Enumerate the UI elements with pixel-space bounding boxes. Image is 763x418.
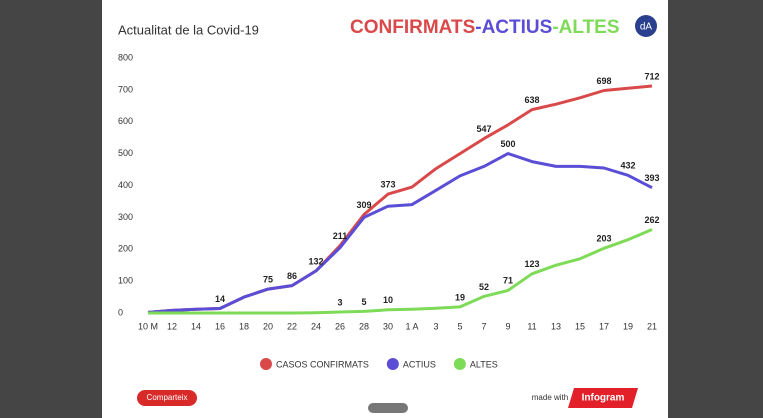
logo: dA — [640, 22, 653, 33]
x-tick-label: 22 — [287, 321, 297, 331]
chart-title: Actualitat de la Covid-19 — [118, 22, 259, 37]
data-label: 500 — [500, 139, 515, 149]
data-label: 3 — [337, 297, 342, 307]
data-label: 75 — [263, 274, 273, 284]
y-tick-label: 0 — [118, 307, 123, 317]
y-tick-label: 500 — [118, 148, 133, 158]
legend-swatch — [386, 358, 399, 370]
x-tick-label: 17 — [599, 321, 609, 331]
x-tick-label: 14 — [191, 321, 201, 331]
data-label: 698 — [596, 76, 611, 86]
data-label: 132 — [308, 256, 323, 266]
y-tick-label: 300 — [118, 212, 133, 222]
brand[interactable]: Infogram — [582, 393, 625, 404]
brand-badge[interactable] — [568, 388, 638, 408]
data-label: 10 — [383, 295, 393, 305]
x-tick-label: 12 — [167, 321, 177, 331]
heading-part: -ACTIUS — [475, 17, 552, 38]
y-tick-label: 600 — [118, 116, 133, 126]
y-tick-label: 700 — [118, 84, 133, 94]
x-tick-label: 20 — [263, 321, 273, 331]
data-label: 309 — [356, 200, 371, 210]
data-label: 52 — [479, 282, 489, 292]
series-line — [147, 152, 653, 314]
series-line — [148, 228, 653, 315]
x-tick-label: 1 A — [405, 321, 418, 331]
data-label: 71 — [503, 276, 513, 286]
data-label: 373 — [380, 179, 395, 189]
data-label: 712 — [644, 71, 659, 81]
x-tick-label: 7 — [481, 321, 486, 331]
x-tick-label: 18 — [239, 321, 249, 331]
data-label: 211 — [333, 231, 348, 241]
x-tick-label: 21 — [647, 321, 657, 331]
data-label: 393 — [644, 173, 659, 183]
x-tick-label: 5 — [457, 321, 462, 331]
x-tick-label: 19 — [623, 321, 633, 331]
data-label: 123 — [524, 259, 539, 269]
x-tick-label: 28 — [359, 321, 369, 331]
legend-label: ACTIUS — [403, 359, 436, 369]
share-button[interactable] — [137, 390, 197, 406]
x-tick-label: 9 — [505, 321, 510, 331]
heading: CONFIRMATS-ACTIUS-ALTES — [350, 17, 620, 38]
pager[interactable] — [368, 403, 408, 413]
data-label: 203 — [596, 234, 611, 244]
x-tick-label: 11 — [527, 321, 536, 331]
x-tick-label: 16 — [215, 321, 225, 331]
data-label: 547 — [476, 124, 491, 134]
data-label: 262 — [644, 215, 659, 225]
y-tick-label: 200 — [118, 244, 133, 254]
y-tick-label: 400 — [118, 180, 133, 190]
x-tick-label: 15 — [575, 321, 585, 331]
data-label: 5 — [361, 297, 366, 307]
x-tick-label: 26 — [335, 321, 345, 331]
data-label: 432 — [620, 161, 635, 171]
legend-swatch — [453, 358, 466, 370]
legend-swatch — [260, 358, 272, 370]
x-tick-label: 10 M — [138, 321, 158, 331]
data-label: 19 — [455, 292, 465, 302]
x-tick-label: 30 — [383, 321, 393, 331]
legend-label: CASOS CONFIRMATS — [276, 359, 369, 369]
y-tick-label: 100 — [118, 276, 133, 286]
legend-label: ALTES — [470, 359, 498, 369]
data-label: 86 — [287, 271, 297, 281]
x-tick-label: 13 — [551, 321, 561, 331]
y-tick-label: 800 — [118, 52, 133, 62]
data-label: 14 — [215, 294, 225, 304]
share-label[interactable]: Comparteix — [147, 393, 188, 402]
logo-circle — [635, 15, 657, 37]
x-tick-label: 24 — [311, 321, 321, 331]
heading-part: -ALTES — [552, 17, 619, 38]
made-with: made with — [532, 393, 568, 402]
heading-part: CONFIRMATS — [350, 17, 475, 38]
x-tick-label: 3 — [433, 321, 438, 331]
data-label: 638 — [524, 95, 539, 105]
